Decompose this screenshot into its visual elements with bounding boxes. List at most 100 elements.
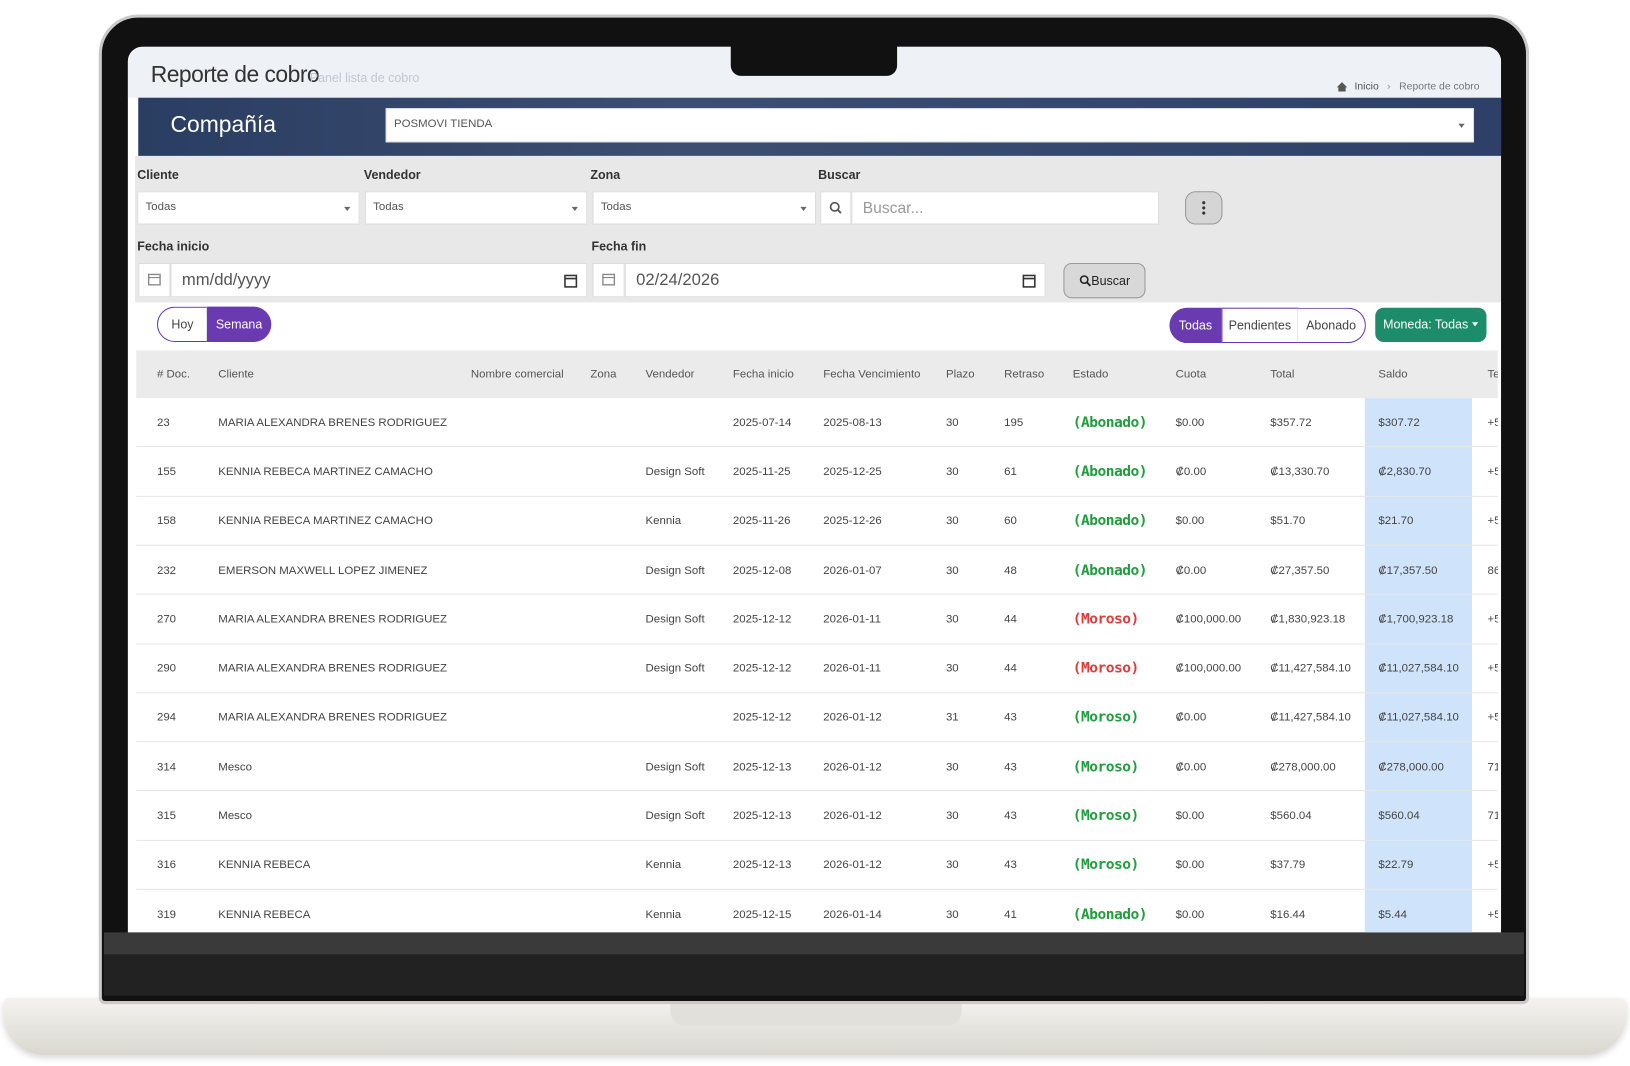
filter-label: Cliente (137, 167, 179, 182)
filter-label: Buscar (818, 167, 861, 182)
table-cell: 30 (945, 858, 959, 872)
currency-label: Moneda: Todas (1383, 317, 1469, 332)
status-label: (Abonado) (1072, 561, 1148, 579)
table-cell: Design Soft (645, 465, 705, 479)
screen-bottom-dark (103, 954, 1524, 996)
table-cell: ₡13,330.70 (1270, 465, 1330, 479)
home-icon (1336, 82, 1348, 92)
table-cell: 2025-12-15 (732, 908, 792, 921)
row-divider (136, 642, 1498, 644)
search-input[interactable]: Buscar... (851, 191, 1160, 225)
table-cell: 43 (1004, 858, 1017, 872)
table-cell: 31 (945, 711, 959, 724)
status-button[interactable]: Pendientes (1221, 307, 1299, 344)
table-cell: MARIA ALEXANDRA BRENES RODRIGUEZ (218, 662, 448, 675)
table-cell: ₡1,830,923.18 (1270, 613, 1346, 626)
table-cell: $0.00 (1175, 416, 1205, 429)
dropdown-caret (1472, 322, 1479, 327)
table-cell: $357.72 (1270, 416, 1312, 429)
fecha-inicio-input[interactable]: mm/dd/yyyy (170, 262, 588, 298)
row-divider (136, 692, 1498, 694)
date-picker-icon[interactable] (563, 273, 578, 288)
search-icon-box (820, 191, 852, 225)
row-divider (136, 495, 1498, 497)
table-cell: +5 (1487, 613, 1498, 626)
table-cell: 71 (1487, 760, 1498, 774)
table-cell: Design Soft (645, 563, 705, 577)
table-cell: 315 (156, 809, 177, 823)
status-label: (Abonado) (1072, 463, 1148, 481)
period-button-active[interactable]: Semana (206, 306, 272, 342)
table-cell: $0.00 (1175, 809, 1205, 823)
table-cell: ₡0.00 (1175, 465, 1207, 479)
period-button[interactable]: Hoy (156, 306, 207, 342)
zona-select[interactable]: Todas (592, 191, 817, 225)
calendar-icon (602, 273, 616, 286)
table-cell: 2025-12-12 (732, 662, 792, 675)
table-cell: KENNIA REBECA (218, 908, 311, 921)
status-button[interactable]: Abonado (1297, 307, 1366, 344)
table-cell: +5 (1487, 908, 1498, 921)
calendar-icon-box (138, 262, 171, 298)
table-cell: 2025-07-14 (732, 416, 792, 429)
table-cell: 41 (1004, 908, 1017, 921)
table-cell: +5 (1487, 465, 1498, 479)
fecha-fin-input[interactable]: 02/24/2026 (624, 262, 1046, 298)
row-divider (136, 544, 1498, 546)
table-cell: 290 (156, 662, 177, 675)
column-header: Fecha Vencimiento (823, 367, 921, 381)
column-header: Saldo (1378, 367, 1408, 381)
status-label: (Moroso) (1072, 758, 1139, 776)
search-icon (1079, 275, 1091, 287)
table-cell: 319 (156, 908, 177, 921)
table-cell: MARIA ALEXANDRA BRENES RODRIGUEZ (218, 711, 448, 724)
table-cell: 2025-12-13 (732, 760, 792, 774)
column-header: Nombre comercial (470, 367, 564, 381)
table-cell: $0.00 (1175, 858, 1205, 872)
table-cell: +5 (1487, 514, 1498, 528)
company-select[interactable]: POSMOVI TIENDA (385, 108, 1475, 143)
table-cell: ₡0.00 (1175, 563, 1207, 577)
table-cell: 60 (1004, 514, 1017, 528)
table-cell: $51.70 (1270, 514, 1306, 528)
table-cell: 43 (1004, 711, 1017, 724)
screen: Reporte de cobro Panel lista de cobro In… (127, 46, 1502, 933)
more-options-button[interactable] (1185, 191, 1223, 225)
table-cell: 2026-01-14 (823, 908, 882, 921)
table-cell: +5 (1487, 416, 1498, 429)
breadcrumb-link[interactable]: Inicio (1354, 81, 1379, 93)
filter-label: Fecha inicio (137, 239, 210, 254)
table-cell: 43 (1004, 809, 1017, 823)
date-picker-icon[interactable] (1022, 273, 1037, 288)
table-cell: Design Soft (645, 760, 705, 774)
table-cell: ₡100,000.00 (1175, 662, 1242, 675)
company-label: Compañía (170, 111, 277, 138)
table-cell: 2025-12-12 (732, 711, 792, 724)
status-button-active[interactable]: Todas (1169, 307, 1222, 344)
row-divider (136, 839, 1498, 841)
vendedor-select[interactable]: Todas (364, 191, 588, 225)
column-header: Retraso (1004, 367, 1045, 381)
status-label: (Abonado) (1072, 512, 1148, 530)
column-header: Estado (1072, 367, 1109, 381)
table-cell: $5.44 (1378, 908, 1407, 921)
table-cell: 44 (1004, 662, 1017, 675)
status-label: (Moroso) (1072, 660, 1139, 677)
status-label: (Abonado) (1072, 906, 1148, 923)
column-header: Zona (590, 367, 617, 381)
currency-button[interactable]: Moneda: Todas (1375, 307, 1487, 342)
table-cell: ₡11,027,584.10 (1378, 711, 1459, 724)
row-divider (136, 790, 1498, 792)
status-label: (Moroso) (1072, 807, 1139, 825)
cliente-select[interactable]: Todas (137, 191, 360, 225)
table-cell: 30 (945, 809, 959, 823)
table-cell: 2025-12-12 (732, 613, 792, 626)
table-cell: $21.70 (1378, 514, 1414, 528)
search-button[interactable]: Buscar (1063, 262, 1146, 299)
filter-label: Fecha fin (591, 239, 647, 254)
table-cell: Design Soft (645, 809, 705, 823)
table-cell: $0.00 (1175, 908, 1205, 921)
column-header: Total (1270, 367, 1295, 381)
table-cell: 43 (1004, 760, 1017, 774)
company-value: POSMOVI TIENDA (393, 117, 493, 130)
